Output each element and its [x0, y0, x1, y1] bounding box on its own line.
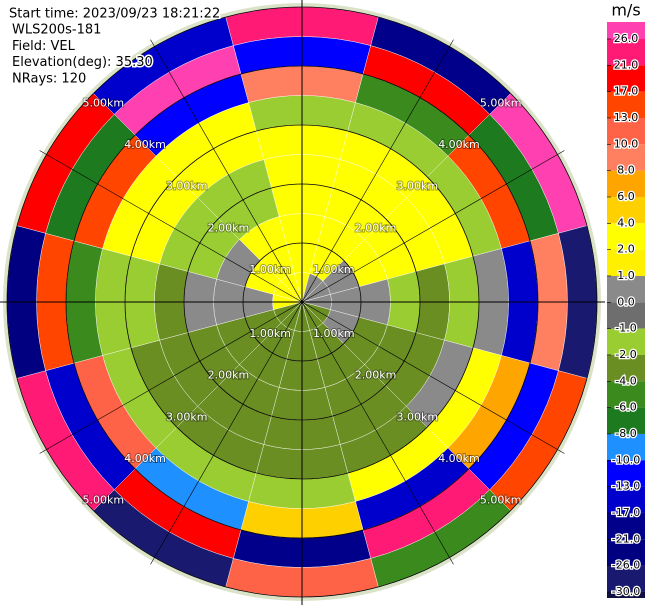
colorbar-tick-label: 4.0: [617, 216, 635, 229]
colorbar-segment: [607, 196, 645, 224]
spoke: [301, 301, 565, 454]
header-line: Elevation(deg): 35.30: [12, 55, 153, 70]
ring-label: 5.00km: [83, 96, 125, 109]
ring-label: 4.00km: [438, 138, 480, 151]
range-ring: [6, 6, 598, 598]
colorbar-segment: [607, 91, 645, 118]
colorbar-tick-label: -2.0: [615, 348, 636, 361]
colorbar-tick-label: -10.0: [612, 453, 640, 466]
spoke: [39, 301, 303, 454]
ring-label: 1.00km: [313, 263, 355, 276]
colorbar-tick-label: -17.0: [612, 506, 640, 519]
colorbar-segment: [607, 539, 645, 566]
colorbar-segment: [607, 117, 645, 145]
colorbar-tick-label: 17.0: [614, 85, 639, 98]
header-line: WLS200s-181: [12, 23, 101, 38]
colorbar-tick-label: -26.0: [612, 559, 640, 572]
ring-label: 1.00km: [313, 327, 355, 340]
colorbar-tick-label: -1.0: [615, 322, 636, 335]
spoke: [39, 150, 303, 303]
colorbar-tick-label: -30.0: [612, 585, 640, 598]
ring-label: 3.00km: [396, 410, 438, 423]
ring-label: 5.00km: [480, 494, 522, 507]
colorbar-tick-label: -6.0: [615, 401, 636, 414]
colorbar-tick-label: 2.0: [617, 243, 635, 256]
range-ring: [183, 183, 421, 421]
colorbar-segment: [607, 249, 645, 276]
ring-label: 4.00km: [438, 452, 480, 465]
colorbar-segment: [607, 486, 645, 513]
colorbar-segment: [607, 170, 645, 197]
colorbar-tick-label: -13.0: [612, 480, 640, 493]
colorbar-tick-label: 6.0: [617, 190, 635, 203]
header-line: Field: VEL: [12, 39, 76, 54]
ring-label: 3.00km: [396, 180, 438, 193]
colorbar-tick-label: 8.0: [617, 164, 635, 177]
colorbar-tick-label: -4.0: [615, 374, 636, 387]
range-ring: [124, 124, 480, 480]
overlay: 1.00km 1.00km 1.00km 1.00km 2.00km 2.00km 2.00…: [0, 0, 605, 605]
colorbar-tick-label: 10.0: [614, 137, 639, 150]
ring-label: 5.00km: [83, 494, 125, 507]
spoke: [301, 150, 565, 303]
colorbar-segment: [607, 328, 645, 355]
colorbar-tick-label: 0.0: [617, 295, 635, 308]
colorbar-label: m/s: [611, 1, 640, 20]
colorbar-tick-label: 21.0: [614, 58, 639, 71]
colorbar-tick-label: -21.0: [612, 532, 640, 545]
colorbar-segment: [607, 591, 645, 598]
colorbar-segment: [607, 381, 645, 408]
colorbar-segment: [607, 512, 645, 540]
header: Start time: 2023/09/23 18:21:22WLS200s-1…: [8, 5, 222, 88]
ring-label: 5.00km: [480, 96, 522, 109]
header-line: Start time: 2023/09/23 18:21:22: [9, 7, 220, 22]
range-ring: [242, 242, 362, 362]
spoke: [150, 301, 303, 565]
colorbar-segment: [607, 144, 645, 171]
colorbar-tick-label: 26.0: [614, 32, 639, 45]
colorbar: m/s 26.0 21.0 17.0 13.0 10.0 8.0 6.0 4.0 2.0 1.0 0.…: [607, 1, 645, 599]
ring-label: 4.00km: [124, 138, 166, 151]
colorbar-tick-label: -8.0: [615, 427, 636, 440]
colorbar-tick-label: 13.0: [614, 111, 639, 124]
ring-label: 2.00km: [208, 369, 250, 382]
colorbar-segment: [607, 354, 645, 382]
spoke: [301, 301, 454, 565]
ring-label: 1.00km: [249, 263, 291, 276]
ring-label: 2.00km: [355, 369, 397, 382]
colorbar-segment: [607, 433, 645, 461]
colorbar-segment: [607, 223, 645, 250]
ring-label: 4.00km: [124, 452, 166, 465]
colorbar-segment: [607, 65, 645, 92]
spoke: [301, 39, 454, 303]
header-line: NRays: 120: [12, 71, 86, 86]
colorbar-tick-label: 1.0: [617, 269, 635, 282]
colorbar-segment: [607, 39, 645, 66]
colorbar-segment: [607, 407, 645, 434]
colorbar-segment: [607, 460, 645, 487]
ring-label: 3.00km: [166, 180, 208, 193]
ring-label: 2.00km: [208, 221, 250, 234]
ring-label: 3.00km: [166, 410, 208, 423]
ring-label: 1.00km: [249, 327, 291, 340]
colorbar-segment: [607, 302, 645, 329]
colorbar-segment: [607, 275, 645, 303]
spoke: [150, 39, 303, 303]
colorbar-segment: [607, 22, 645, 39]
range-ring: [65, 65, 539, 539]
ring-label: 2.00km: [355, 221, 397, 234]
colorbar-segment: [607, 565, 645, 592]
